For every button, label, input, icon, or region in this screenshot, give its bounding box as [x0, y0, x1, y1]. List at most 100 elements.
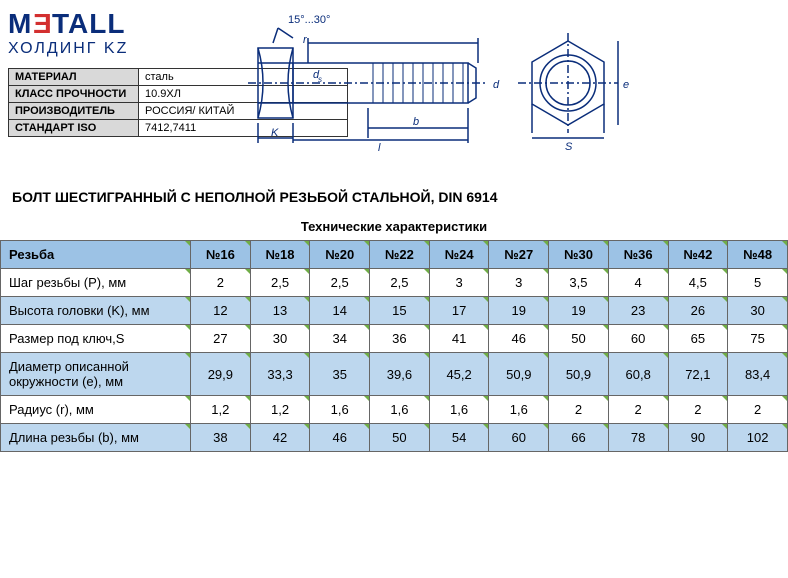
cell-value: 1,6: [370, 396, 430, 424]
cell-value: 1,2: [191, 396, 251, 424]
cell-value: 2,5: [370, 269, 430, 297]
cell-value: 65: [668, 325, 728, 353]
cell-value: 50: [549, 325, 609, 353]
svg-text:b: b: [413, 116, 419, 128]
cell-value: 50,9: [549, 353, 609, 396]
cell-value: 42: [250, 424, 310, 452]
row-label: Размер под ключ,S: [1, 325, 191, 353]
column-header: №36: [608, 241, 668, 269]
row-label: Диаметр описанной окружности (e), мм: [1, 353, 191, 396]
svg-text:e: e: [623, 79, 629, 91]
column-header: №22: [370, 241, 430, 269]
svg-text:l: l: [378, 142, 381, 154]
angle-label: 15°...30°: [288, 14, 330, 26]
cell-value: 1,6: [429, 396, 489, 424]
cell-value: 1,2: [250, 396, 310, 424]
logo-part3: TALL: [52, 8, 125, 39]
column-header: №27: [489, 241, 549, 269]
cell-value: 39,6: [370, 353, 430, 396]
spec-table: Технические характеристики Резьба№16№18№…: [0, 213, 788, 452]
cell-value: 2: [191, 269, 251, 297]
logo-block: METALL ХОЛДИНГ KZ МАТЕРИАЛстальКЛАСС ПРО…: [8, 8, 208, 137]
cell-value: 1,6: [489, 396, 549, 424]
table-row: Шаг резьбы (P), мм22,52,52,5333,544,55: [1, 269, 788, 297]
cell-value: 46: [310, 424, 370, 452]
cell-value: 27: [191, 325, 251, 353]
row-label: Радиус (r), мм: [1, 396, 191, 424]
cell-value: 75: [728, 325, 788, 353]
table-header-row: Резьба№16№18№20№22№24№27№30№36№42№48: [1, 241, 788, 269]
cell-value: 4,5: [668, 269, 728, 297]
table-row: Высота головки (K), мм121314151719192326…: [1, 297, 788, 325]
logo-subtitle: ХОЛДИНГ KZ: [8, 40, 208, 58]
cell-value: 30: [728, 297, 788, 325]
column-header: №30: [549, 241, 609, 269]
cell-value: 54: [429, 424, 489, 452]
cell-value: 1,6: [310, 396, 370, 424]
cell-value: 12: [191, 297, 251, 325]
table-row: Длина резьбы (b), мм38424650546066789010…: [1, 424, 788, 452]
svg-text:s: s: [318, 75, 322, 84]
cell-value: 45,2: [429, 353, 489, 396]
cell-value: 13: [250, 297, 310, 325]
cell-value: 33,3: [250, 353, 310, 396]
column-header: №18: [250, 241, 310, 269]
cell-value: 2: [549, 396, 609, 424]
cell-value: 30: [250, 325, 310, 353]
cell-value: 5: [728, 269, 788, 297]
cell-value: 19: [549, 297, 609, 325]
cell-value: 17: [429, 297, 489, 325]
svg-text:S: S: [565, 141, 573, 153]
cell-value: 26: [668, 297, 728, 325]
table-row: Размер под ключ,S27303436414650606575: [1, 325, 788, 353]
info-label: МАТЕРИАЛ: [9, 69, 139, 86]
header-section: METALL ХОЛДИНГ KZ МАТЕРИАЛстальКЛАСС ПРО…: [0, 0, 788, 171]
cell-value: 60: [608, 325, 668, 353]
cell-value: 46: [489, 325, 549, 353]
cell-value: 2: [668, 396, 728, 424]
column-header: №24: [429, 241, 489, 269]
svg-text:d: d: [493, 79, 500, 91]
row-label: Высота головки (K), мм: [1, 297, 191, 325]
column-header: №48: [728, 241, 788, 269]
cell-value: 102: [728, 424, 788, 452]
cell-value: 36: [370, 325, 430, 353]
cell-value: 83,4: [728, 353, 788, 396]
svg-text:K: K: [271, 127, 279, 139]
cell-value: 60,8: [608, 353, 668, 396]
cell-value: 4: [608, 269, 668, 297]
cell-value: 3: [429, 269, 489, 297]
column-header: №20: [310, 241, 370, 269]
cell-value: 15: [370, 297, 430, 325]
table-row: Радиус (r), мм1,21,21,61,61,61,62222: [1, 396, 788, 424]
cell-value: 72,1: [668, 353, 728, 396]
cell-value: 2: [608, 396, 668, 424]
logo-part1: M: [8, 8, 32, 39]
cell-value: 66: [549, 424, 609, 452]
logo-text: METALL: [8, 8, 208, 40]
column-header: Резьба: [1, 241, 191, 269]
cell-value: 29,9: [191, 353, 251, 396]
technical-diagram: 15°...30° r: [208, 8, 780, 163]
spec-title: Технические характеристики: [1, 213, 788, 241]
column-header: №16: [191, 241, 251, 269]
cell-value: 19: [489, 297, 549, 325]
row-label: Длина резьбы (b), мм: [1, 424, 191, 452]
info-label: СТАНДАРТ ISO: [9, 120, 139, 137]
cell-value: 2: [728, 396, 788, 424]
column-header: №42: [668, 241, 728, 269]
info-label: КЛАСС ПРОЧНОСТИ: [9, 86, 139, 103]
cell-value: 35: [310, 353, 370, 396]
cell-value: 38: [191, 424, 251, 452]
cell-value: 23: [608, 297, 668, 325]
cell-value: 78: [608, 424, 668, 452]
row-label: Шаг резьбы (P), мм: [1, 269, 191, 297]
cell-value: 3,5: [549, 269, 609, 297]
cell-value: 2,5: [250, 269, 310, 297]
cell-value: 50: [370, 424, 430, 452]
cell-value: 3: [489, 269, 549, 297]
info-label: ПРОИЗВОДИТЕЛЬ: [9, 103, 139, 120]
logo-accent: E: [32, 8, 52, 40]
cell-value: 90: [668, 424, 728, 452]
cell-value: 41: [429, 325, 489, 353]
